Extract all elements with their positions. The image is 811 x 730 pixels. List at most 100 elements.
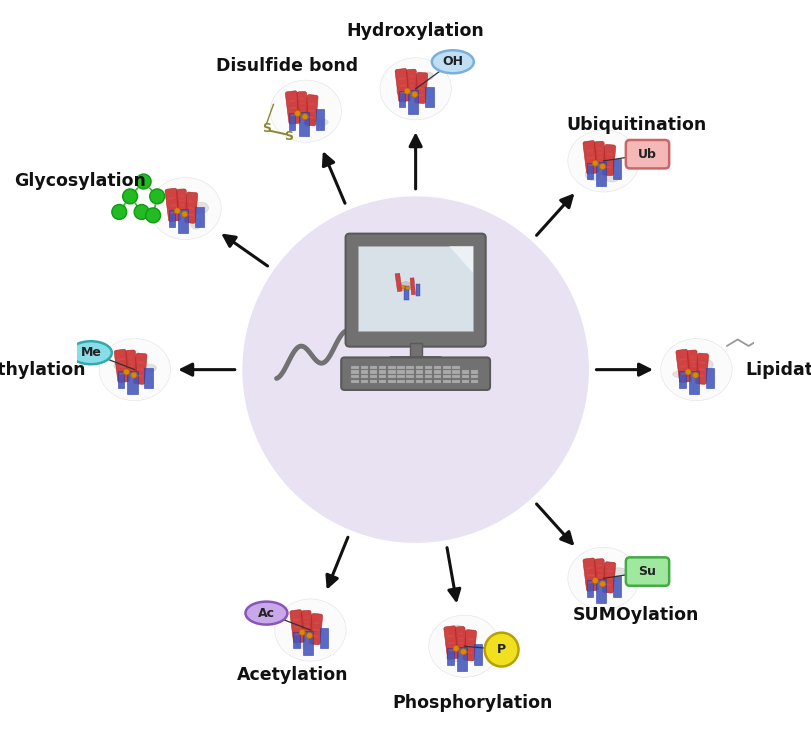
Bar bbox=[369, 370, 377, 374]
Bar bbox=[433, 366, 441, 369]
Bar bbox=[379, 370, 386, 374]
Bar bbox=[680, 365, 686, 368]
FancyBboxPatch shape bbox=[463, 630, 476, 661]
Bar bbox=[180, 204, 184, 206]
Bar bbox=[299, 98, 304, 99]
Ellipse shape bbox=[274, 599, 345, 661]
FancyBboxPatch shape bbox=[301, 610, 311, 633]
Bar bbox=[300, 103, 304, 104]
Bar bbox=[466, 651, 471, 653]
FancyBboxPatch shape bbox=[126, 350, 136, 373]
Bar bbox=[605, 166, 611, 168]
Circle shape bbox=[484, 633, 518, 666]
Bar bbox=[137, 375, 143, 377]
Bar bbox=[452, 366, 459, 369]
Bar bbox=[690, 361, 694, 362]
Bar bbox=[127, 371, 137, 394]
Text: Disulfide bond: Disulfide bond bbox=[216, 57, 358, 75]
Bar bbox=[351, 366, 358, 369]
FancyBboxPatch shape bbox=[114, 349, 130, 383]
Bar bbox=[379, 366, 386, 369]
Bar bbox=[699, 361, 705, 364]
Bar bbox=[400, 91, 406, 94]
Bar bbox=[119, 372, 126, 374]
Bar bbox=[399, 85, 406, 87]
Bar bbox=[298, 112, 308, 136]
Bar bbox=[406, 366, 414, 369]
FancyBboxPatch shape bbox=[444, 626, 458, 659]
Bar bbox=[698, 368, 704, 370]
Bar bbox=[187, 214, 193, 216]
Ellipse shape bbox=[191, 218, 201, 229]
Bar bbox=[300, 107, 304, 109]
Ellipse shape bbox=[660, 339, 732, 401]
Bar bbox=[458, 633, 462, 634]
Bar bbox=[605, 583, 611, 585]
Text: Me: Me bbox=[80, 346, 101, 359]
FancyBboxPatch shape bbox=[602, 145, 615, 176]
Bar bbox=[410, 85, 414, 86]
Bar bbox=[586, 150, 592, 152]
Ellipse shape bbox=[289, 101, 304, 111]
FancyBboxPatch shape bbox=[625, 558, 668, 585]
Ellipse shape bbox=[431, 50, 474, 73]
Bar bbox=[447, 635, 453, 637]
Bar bbox=[606, 160, 611, 161]
Bar bbox=[443, 366, 450, 369]
Circle shape bbox=[406, 286, 409, 290]
Ellipse shape bbox=[309, 622, 320, 631]
Bar bbox=[587, 164, 594, 166]
Text: OH: OH bbox=[442, 55, 463, 69]
Bar bbox=[447, 648, 453, 664]
Bar bbox=[448, 642, 454, 645]
Ellipse shape bbox=[411, 77, 423, 87]
Bar bbox=[289, 113, 295, 129]
Bar bbox=[690, 366, 694, 367]
Ellipse shape bbox=[684, 365, 694, 372]
Bar bbox=[706, 368, 714, 388]
Circle shape bbox=[112, 204, 127, 220]
Text: S: S bbox=[284, 131, 293, 143]
Bar bbox=[388, 366, 395, 369]
FancyBboxPatch shape bbox=[165, 188, 180, 222]
Bar bbox=[415, 366, 423, 369]
Circle shape bbox=[302, 114, 307, 120]
Bar bbox=[470, 375, 478, 378]
FancyBboxPatch shape bbox=[134, 353, 147, 385]
FancyBboxPatch shape bbox=[675, 349, 690, 383]
FancyBboxPatch shape bbox=[297, 91, 307, 114]
Ellipse shape bbox=[585, 577, 597, 587]
FancyBboxPatch shape bbox=[304, 95, 318, 126]
Bar bbox=[424, 366, 431, 369]
Bar bbox=[612, 159, 620, 180]
Bar bbox=[313, 622, 319, 624]
Bar bbox=[189, 201, 195, 203]
Bar bbox=[461, 375, 469, 378]
Bar bbox=[169, 210, 175, 227]
Bar bbox=[424, 370, 431, 374]
FancyBboxPatch shape bbox=[388, 357, 441, 367]
Bar bbox=[452, 370, 459, 374]
Bar bbox=[315, 110, 324, 129]
Ellipse shape bbox=[672, 371, 689, 378]
Text: Ac: Ac bbox=[258, 607, 275, 620]
Bar bbox=[443, 375, 450, 378]
Ellipse shape bbox=[99, 339, 170, 401]
Bar bbox=[458, 637, 462, 639]
Bar bbox=[424, 375, 431, 378]
Bar bbox=[466, 645, 472, 647]
Bar bbox=[293, 632, 299, 648]
Bar bbox=[586, 567, 592, 569]
Bar bbox=[470, 370, 478, 374]
Circle shape bbox=[145, 208, 161, 223]
Bar bbox=[461, 380, 469, 383]
Ellipse shape bbox=[245, 602, 287, 625]
Bar bbox=[433, 370, 441, 374]
FancyBboxPatch shape bbox=[177, 189, 187, 212]
Bar bbox=[433, 380, 441, 383]
Bar bbox=[397, 375, 404, 378]
Bar bbox=[129, 361, 133, 362]
Circle shape bbox=[242, 197, 587, 542]
Bar bbox=[418, 88, 423, 90]
Bar bbox=[351, 380, 358, 383]
